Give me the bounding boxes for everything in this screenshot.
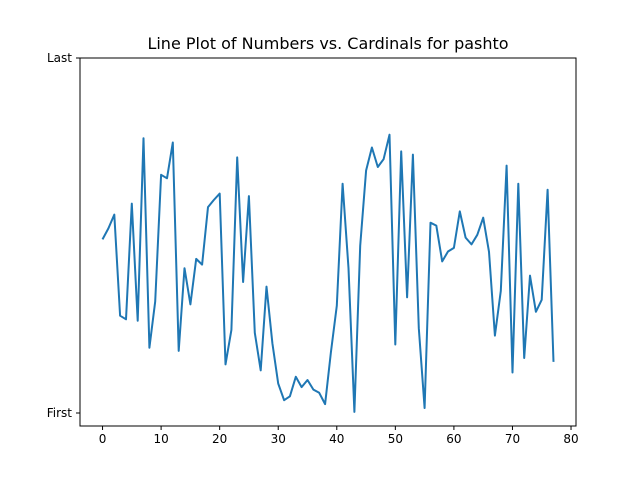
x-tick-label: 50 (388, 432, 403, 446)
chart-title: Line Plot of Numbers vs. Cardinals for p… (147, 34, 508, 53)
y-tick-label: First (47, 406, 73, 420)
x-tick-label: 40 (329, 432, 344, 446)
series-line (101, 133, 555, 413)
x-tick-label: 60 (446, 432, 461, 446)
x-tick-label: 10 (153, 432, 168, 446)
x-tick-label: 30 (271, 432, 286, 446)
x-tick-label: 20 (212, 432, 227, 446)
x-tick-label: 80 (563, 432, 578, 446)
plot-frame (79, 57, 577, 427)
x-axis: 0 10 20 30 40 50 60 70 80 (99, 426, 579, 446)
x-tick-label: 70 (505, 432, 520, 446)
x-tick-label: 0 (99, 432, 107, 446)
y-tick-label: Last (47, 51, 72, 65)
plot-area (79, 57, 577, 427)
y-axis: Last First (47, 51, 80, 420)
